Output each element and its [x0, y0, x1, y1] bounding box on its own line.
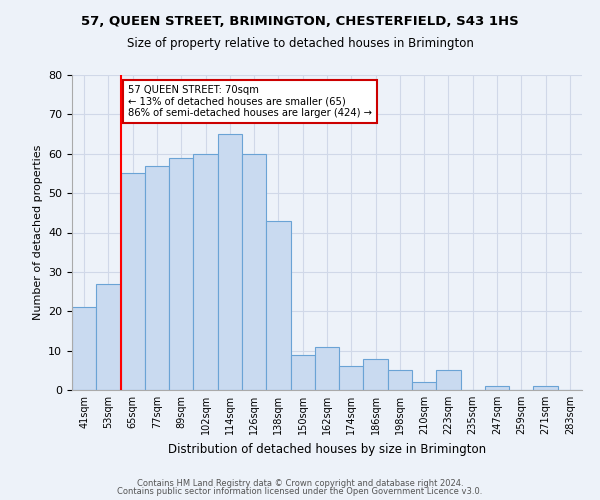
Bar	[364, 358, 388, 390]
Text: Contains public sector information licensed under the Open Government Licence v3: Contains public sector information licen…	[118, 487, 482, 496]
Bar	[145, 166, 169, 390]
Bar	[96, 284, 121, 390]
Bar	[388, 370, 412, 390]
Bar	[193, 154, 218, 390]
Bar	[533, 386, 558, 390]
X-axis label: Distribution of detached houses by size in Brimington: Distribution of detached houses by size …	[168, 442, 486, 456]
Text: 57, QUEEN STREET, BRIMINGTON, CHESTERFIELD, S43 1HS: 57, QUEEN STREET, BRIMINGTON, CHESTERFIE…	[81, 15, 519, 28]
Bar	[72, 308, 96, 390]
Text: 57 QUEEN STREET: 70sqm
← 13% of detached houses are smaller (65)
86% of semi-det: 57 QUEEN STREET: 70sqm ← 13% of detached…	[128, 85, 372, 118]
Y-axis label: Number of detached properties: Number of detached properties	[32, 145, 43, 320]
Bar	[412, 382, 436, 390]
Bar	[485, 386, 509, 390]
Bar	[436, 370, 461, 390]
Bar	[339, 366, 364, 390]
Bar	[242, 154, 266, 390]
Bar	[315, 346, 339, 390]
Text: Size of property relative to detached houses in Brimington: Size of property relative to detached ho…	[127, 38, 473, 51]
Text: Contains HM Land Registry data © Crown copyright and database right 2024.: Contains HM Land Registry data © Crown c…	[137, 478, 463, 488]
Bar	[218, 134, 242, 390]
Bar	[121, 174, 145, 390]
Bar	[290, 354, 315, 390]
Bar	[169, 158, 193, 390]
Bar	[266, 220, 290, 390]
